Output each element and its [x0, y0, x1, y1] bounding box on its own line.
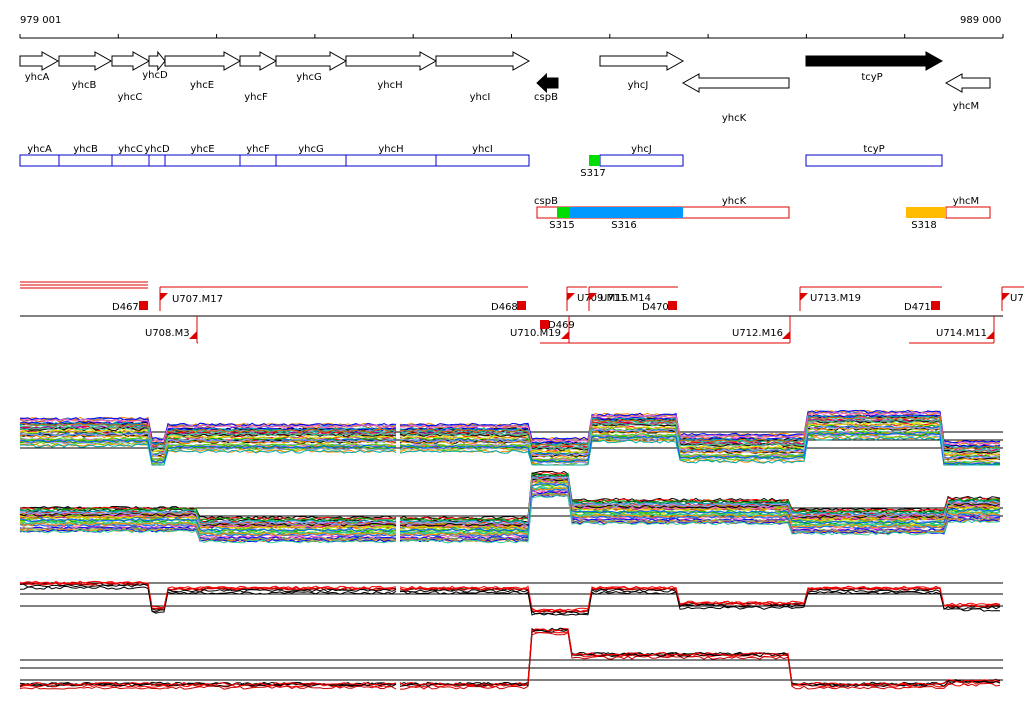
- operon-label: yhcK: [722, 196, 747, 207]
- feature-label: U707.M17: [172, 294, 223, 305]
- feature-label: U712.M16: [732, 328, 783, 339]
- expression-profile-track: [19, 409, 1003, 690]
- feature-label: U708.M3: [145, 328, 190, 339]
- gene-label: yhcB: [72, 80, 97, 91]
- site-label: S315: [549, 220, 574, 231]
- operon-plus[interactable]: yhcA yhcB yhcC yhcD yhcE yhcF yhcG yhcH yhcI: [19, 144, 530, 167]
- gene-label: yhcH: [377, 80, 402, 91]
- feature-U713.M19[interactable]: U713.M19: [799, 286, 942, 311]
- operon-plus[interactable]: tcyP: [805, 144, 943, 167]
- gene-yhcF[interactable]: yhcF: [239, 51, 278, 103]
- feature-label: U710.M19: [510, 328, 561, 339]
- gene-label: yhcF: [244, 92, 268, 103]
- feature-U709.M15[interactable]: U709.M15: [566, 286, 628, 311]
- feature-D471[interactable]: D471: [904, 301, 940, 313]
- gene-label: yhcK: [722, 113, 747, 124]
- coord-end-label: 989 000: [960, 15, 1001, 26]
- gene-yhcE[interactable]: yhcE: [164, 51, 242, 91]
- feature-label: U714.M11: [936, 328, 987, 339]
- site-S318[interactable]: S318: [906, 207, 946, 231]
- gene-yhcM[interactable]: yhcM: [944, 73, 991, 112]
- profile-panel: [19, 580, 1003, 616]
- gene-yhcH[interactable]: yhcH: [345, 51, 438, 91]
- feature-label: U709.M15: [577, 293, 628, 304]
- profile-panel: [19, 470, 1003, 544]
- feature-U710.M19[interactable]: U710.M19: [510, 316, 570, 344]
- gene-label: yhcD: [142, 70, 168, 81]
- feature-D467[interactable]: D467: [112, 301, 148, 313]
- gene-cspB[interactable]: cspB: [534, 72, 559, 103]
- site-S316[interactable]: S316: [570, 207, 683, 231]
- feature-U714.M11[interactable]: U714.M11: [909, 316, 995, 344]
- operon-label: yhcH: [378, 144, 403, 155]
- site-label: S316: [611, 220, 636, 231]
- operon-label: yhcD: [144, 144, 170, 155]
- feature-D468[interactable]: D468: [491, 301, 526, 313]
- operon-label: yhcB: [73, 144, 98, 155]
- operon-track: yhcA yhcB yhcC yhcD yhcE yhcF yhcG yhcH yhcI yhcJ…: [19, 144, 991, 231]
- feature-label: D469: [548, 320, 575, 331]
- feature-label: U713.M19: [810, 293, 861, 304]
- gene-tcyP[interactable]: tcyP: [805, 51, 944, 83]
- operon-label: yhcC: [118, 144, 143, 155]
- operon-label: cspB: [534, 196, 558, 207]
- operon-label: yhcF: [246, 144, 270, 155]
- profile-panel: [19, 409, 1003, 466]
- feature-label: D470: [642, 302, 669, 313]
- gene-yhcI[interactable]: yhcI: [435, 51, 531, 103]
- gene-label: yhcG: [296, 72, 322, 83]
- gene-label: yhcE: [190, 80, 214, 91]
- gene-label: yhcA: [25, 72, 50, 83]
- coord-start-label: 979 001: [20, 15, 61, 26]
- site-S317[interactable]: S317: [580, 155, 606, 179]
- coordinate-ruler: 979 001 989 000: [19, 15, 1004, 39]
- gene-yhcD[interactable]: yhcD: [142, 50, 168, 81]
- feature-U708.M3[interactable]: U708.M3: [145, 316, 198, 344]
- operon-plus[interactable]: yhcJ: [599, 144, 684, 167]
- feature-U711.M14[interactable]: U711.M14: [588, 286, 678, 311]
- operon-label: yhcM: [953, 196, 979, 207]
- feature-label: U715: [1010, 293, 1024, 304]
- feature-U712.M16[interactable]: U712.M16: [569, 316, 791, 344]
- gene-track: yhcA yhcB yhcC yhcD yhcE yhcF yhcG yhcH yhcI cspB…: [19, 50, 991, 124]
- feature-D469[interactable]: D469: [540, 320, 575, 331]
- gene-yhcC[interactable]: yhcC: [111, 51, 151, 103]
- operon-label: yhcE: [190, 144, 214, 155]
- feature-U707.M17[interactable]: U707.M17: [159, 286, 528, 311]
- site-S315[interactable]: S315: [549, 207, 575, 231]
- gene-yhcG[interactable]: yhcG: [275, 51, 348, 83]
- operon-label: yhcG: [298, 144, 324, 155]
- feature-label: D467: [112, 302, 139, 313]
- operon-label: yhcA: [27, 144, 52, 155]
- gene-yhcB[interactable]: yhcB: [58, 51, 113, 91]
- feature-label: D468: [491, 302, 518, 313]
- gene-label: yhcJ: [628, 80, 649, 91]
- gene-label: yhcI: [470, 92, 491, 103]
- feature-D470[interactable]: D470: [642, 301, 677, 313]
- gene-label: cspB: [534, 92, 558, 103]
- site-label: S318: [911, 220, 936, 231]
- feature-label: D471: [904, 302, 931, 313]
- gene-label: yhcC: [118, 92, 143, 103]
- gene-label: tcyP: [861, 72, 882, 83]
- feature-label: U711.M14: [600, 293, 651, 304]
- operon-label: yhcI: [472, 144, 493, 155]
- operon-label: tcyP: [863, 144, 884, 155]
- operon-minus[interactable]: yhcM: [945, 196, 991, 219]
- site-label: S317: [580, 168, 605, 179]
- gene-yhcK[interactable]: yhcK: [681, 73, 790, 124]
- gene-yhcJ[interactable]: yhcJ: [599, 51, 685, 91]
- operon-label: yhcJ: [631, 144, 652, 155]
- gene-label: yhcM: [953, 101, 979, 112]
- profile-panel: [19, 627, 1003, 690]
- feature-U715[interactable]: U715: [1001, 286, 1024, 311]
- gene-yhcA[interactable]: yhcA: [19, 51, 60, 83]
